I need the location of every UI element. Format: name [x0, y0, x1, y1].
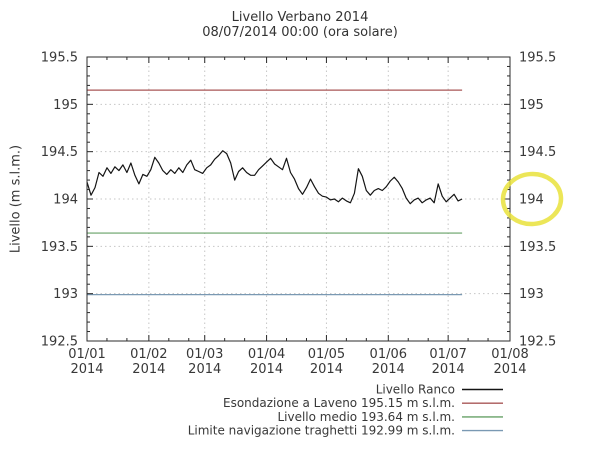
y-tick-label-left: 194 — [53, 193, 78, 208]
y-tick-label-left: 192.5 — [41, 335, 78, 350]
y-tick-label-left: 193.5 — [41, 240, 78, 255]
y-tick-label-right: 193 — [519, 287, 544, 302]
chart-title: Livello Verbano 2014 — [231, 10, 369, 25]
data-series-line — [86, 150, 463, 205]
y-tick-label-right: 194.5 — [519, 145, 556, 160]
x-tick-label: 01/06 2014 — [370, 347, 407, 377]
y-tick-label-right: 192.5 — [519, 335, 556, 350]
y-tick-label-left: 193 — [53, 287, 78, 302]
legend-item-label: Esondazione a Laveno 195.15 m s.l.m. — [223, 396, 455, 410]
y-tick-label-right: 195 — [519, 98, 544, 113]
y-tick-label-left: 195.5 — [41, 51, 78, 66]
x-tick-label: 01/03 2014 — [186, 347, 223, 377]
legend-item-label: Livello medio 193.64 m s.l.m. — [277, 410, 455, 424]
chart-subtitle: 08/07/2014 00:00 (ora solare) — [202, 25, 398, 40]
legend-item-label: Limite navigazione traghetti 192.99 m s.… — [188, 424, 455, 438]
x-tick-label: 01/02 2014 — [130, 347, 167, 377]
highlight-circle-annotation — [500, 171, 564, 227]
x-tick-label: 01/05 2014 — [308, 347, 345, 377]
x-tick-label: 01/07 2014 — [429, 347, 466, 377]
legend-item-label: Livello Ranco — [376, 383, 455, 397]
y-tick-label-right: 195.5 — [519, 51, 556, 66]
x-tick-label: 01/01 2014 — [68, 347, 105, 377]
y-tick-label-right: 193.5 — [519, 240, 556, 255]
y-tick-label-right: 194 — [519, 193, 544, 208]
y-tick-label-left: 195 — [53, 98, 78, 113]
y-tick-label-left: 194.5 — [41, 145, 78, 160]
x-tick-label: 01/08 2014 — [491, 347, 528, 377]
x-tick-label: 01/04 2014 — [248, 347, 285, 377]
